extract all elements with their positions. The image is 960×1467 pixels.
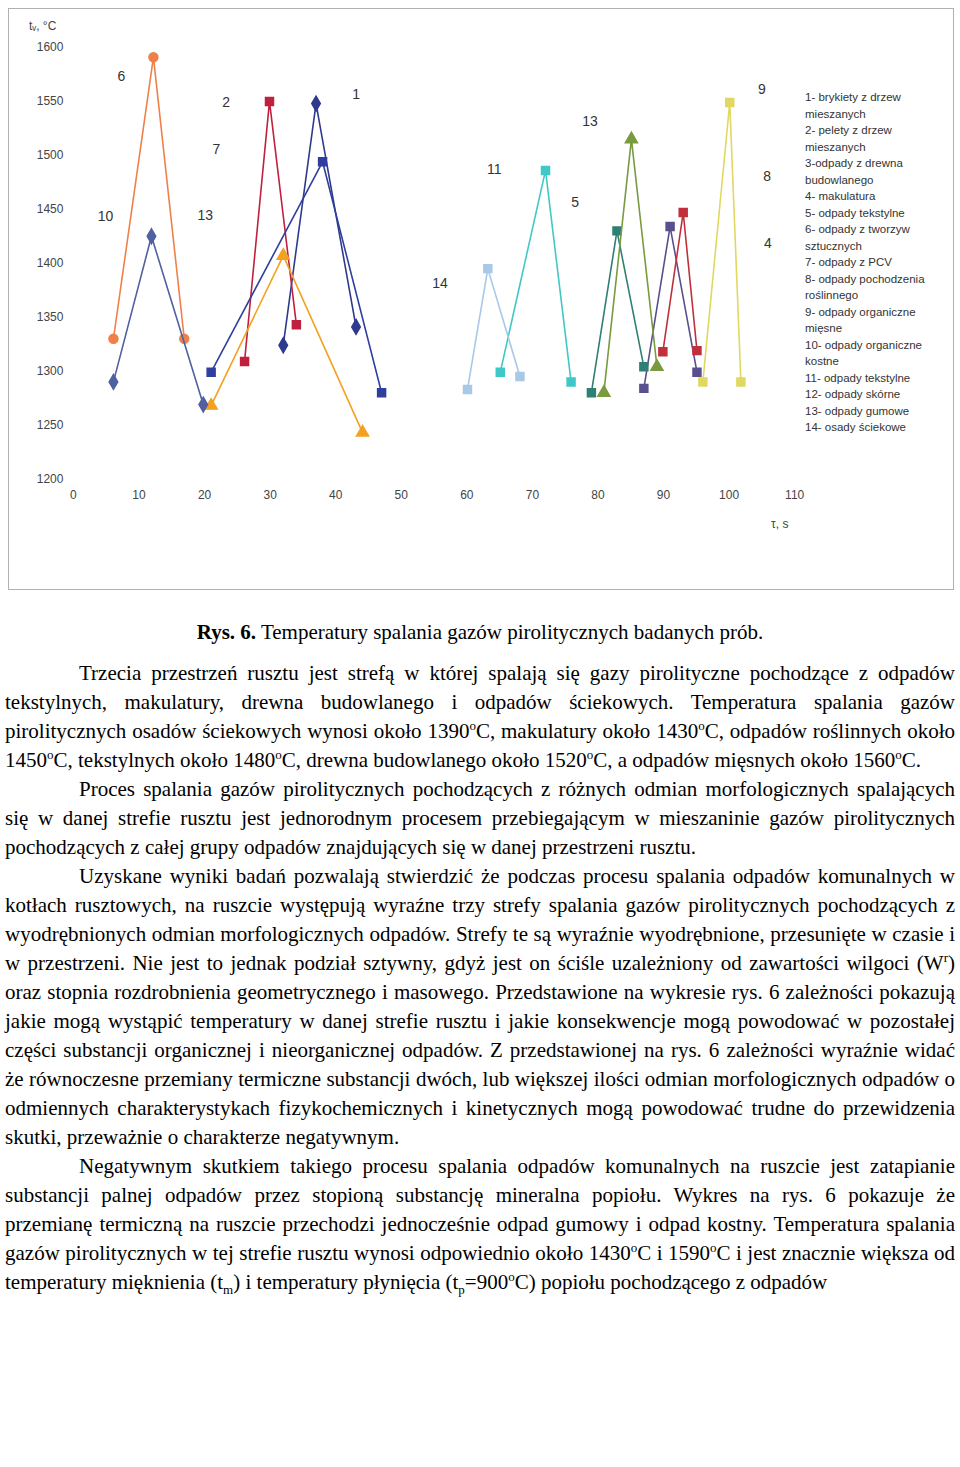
html-text:8- odpady pochodzenia roślinne: 8- odpady pochodzenia roślinnego [805, 272, 925, 301]
svg-text:1: 1 [352, 86, 360, 102]
html-text:10- odpady organiczne kostne: 10- odpady organiczne kostne [805, 338, 922, 367]
svg-text:1450: 1450 [37, 202, 64, 216]
html-text:tᵥ, °C: tᵥ, °C [29, 19, 57, 33]
html-text:11- odpady tekstylne: 11- odpady tekstylne [805, 371, 911, 384]
html-text:12- odpady skórne: 12- odpady skórne [805, 388, 901, 400]
svg-text:13: 13 [197, 207, 213, 223]
svg-text:70: 70 [526, 488, 540, 502]
html-text:Trzecia przestrzeń rusztu jest: Trzecia przestrzeń rusztu jest strefą w … [5, 661, 955, 772]
svg-text:90: 90 [657, 488, 671, 502]
html-text:3-odpady z drewna budowlanego: 3-odpady z drewna budowlanego [805, 157, 903, 186]
svg-text:1550: 1550 [37, 94, 64, 108]
svg-text:2: 2 [222, 94, 230, 110]
html-text:7- odpady z PCV: 7- odpady z PCV [805, 256, 892, 268]
svg-text:60: 60 [460, 488, 474, 502]
svg-text:1250: 1250 [37, 418, 64, 432]
svg-text:5: 5 [571, 194, 579, 210]
html-text:τ, s: τ, s [771, 517, 789, 531]
svg-text:30: 30 [263, 488, 277, 502]
svg-text:1600: 1600 [37, 40, 64, 54]
svg-text:1400: 1400 [37, 256, 64, 270]
html-text:Rys. 6. Temperatury spalania g: Rys. 6. Temperatury spalania gazów pirol… [196, 620, 764, 644]
html-text:Uzyskane wyniki badań pozwalaj: Uzyskane wyniki badań pozwalają stwierdz… [5, 864, 955, 1149]
svg-text:1350: 1350 [37, 310, 64, 324]
svg-text:10: 10 [98, 208, 114, 224]
svg-text:80: 80 [591, 488, 605, 502]
svg-text:4: 4 [764, 235, 772, 251]
svg-text:50: 50 [395, 488, 409, 502]
html-text:6- odpady z tworzyw sztucznych: 6- odpady z tworzyw sztucznych [805, 223, 910, 252]
svg-text:110: 110 [785, 488, 804, 502]
svg-text:13: 13 [582, 113, 598, 129]
svg-text:11: 11 [487, 161, 502, 177]
html-text:1- brykiety z drzew mieszanych: 1- brykiety z drzew mieszanych [805, 91, 901, 120]
svg-text:1300: 1300 [37, 364, 64, 378]
html-text:13- odpady gumowe: 13- odpady gumowe [805, 404, 910, 417]
svg-text:0: 0 [70, 488, 77, 502]
html-text:2- pelety z drzew mieszanych: 2- pelety z drzew mieszanych [805, 124, 892, 153]
svg-text:40: 40 [329, 488, 343, 502]
svg-text:20: 20 [198, 488, 212, 502]
svg-text:8: 8 [763, 168, 771, 184]
svg-text:6: 6 [117, 68, 125, 84]
html-text:5- odpady tekstylne: 5- odpady tekstylne [805, 206, 905, 219]
svg-text:1200: 1200 [37, 472, 64, 486]
html-text:4- makulatura: 4- makulatura [805, 190, 876, 202]
html-text:9- odpady organiczne mięsne: 9- odpady organiczne mięsne [805, 305, 916, 334]
html-text:Proces spalania gazów pirolity: Proces spalania gazów pirolitycznych poc… [5, 777, 955, 859]
svg-text:9: 9 [758, 81, 766, 97]
html-text:14- osady ściekowe: 14- osady ściekowe [805, 421, 906, 433]
html-text:Negatywnym skutkiem takiego pr: Negatywnym skutkiem takiego procesu spal… [5, 1154, 955, 1298]
svg-text:1500: 1500 [37, 148, 64, 162]
svg-text:14: 14 [432, 275, 448, 291]
svg-text:7: 7 [212, 141, 220, 157]
svg-text:10: 10 [132, 488, 146, 502]
svg-text:100: 100 [719, 488, 739, 502]
